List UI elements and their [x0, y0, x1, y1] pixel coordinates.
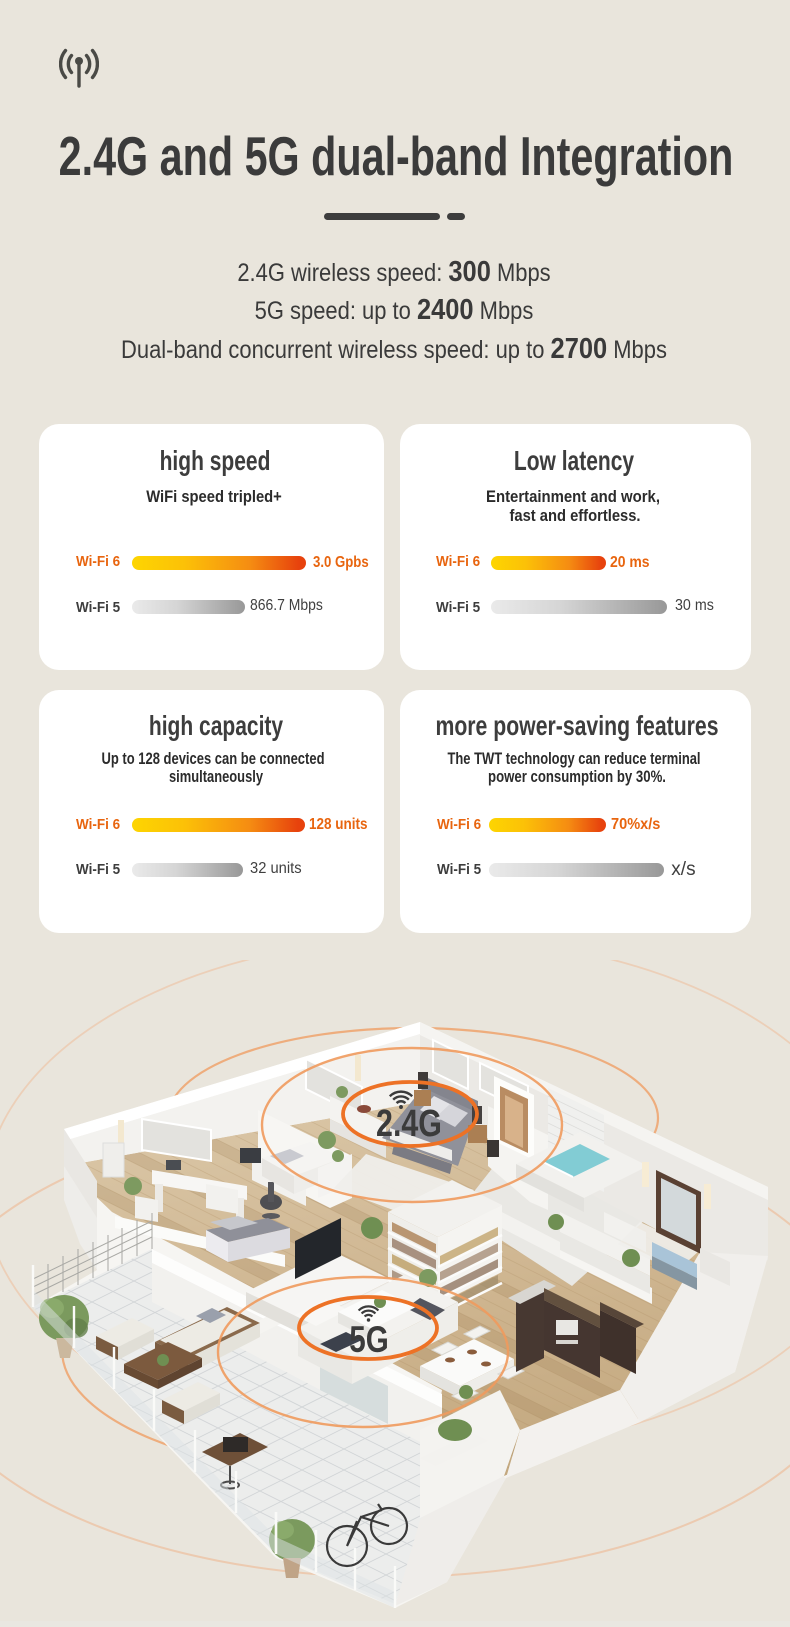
svg-text:2.4G: 2.4G [376, 1103, 442, 1145]
svg-text:5G: 5G [349, 1320, 388, 1361]
